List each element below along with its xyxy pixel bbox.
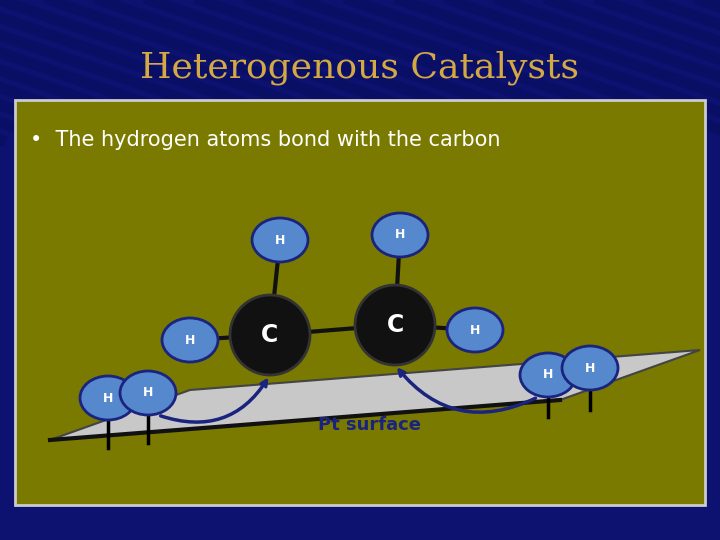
Text: H: H <box>185 334 195 347</box>
Ellipse shape <box>120 371 176 415</box>
Text: Pt surface: Pt surface <box>318 416 421 434</box>
Text: Heterogenous Catalysts: Heterogenous Catalysts <box>140 51 580 85</box>
Ellipse shape <box>230 295 310 375</box>
Text: H: H <box>103 392 113 404</box>
Text: H: H <box>543 368 553 381</box>
Text: H: H <box>275 233 285 246</box>
Polygon shape <box>50 350 700 440</box>
Text: H: H <box>143 387 153 400</box>
Text: H: H <box>585 361 595 375</box>
Text: H: H <box>395 228 405 241</box>
Ellipse shape <box>162 318 218 362</box>
Text: C: C <box>261 323 279 347</box>
Ellipse shape <box>372 213 428 257</box>
Ellipse shape <box>80 376 136 420</box>
Ellipse shape <box>252 218 308 262</box>
Text: H: H <box>470 323 480 336</box>
Ellipse shape <box>447 308 503 352</box>
Ellipse shape <box>562 346 618 390</box>
Ellipse shape <box>520 353 576 397</box>
FancyBboxPatch shape <box>15 100 705 505</box>
Text: •  The hydrogen atoms bond with the carbon: • The hydrogen atoms bond with the carbo… <box>30 130 500 150</box>
Ellipse shape <box>355 285 435 365</box>
Text: C: C <box>387 313 404 337</box>
